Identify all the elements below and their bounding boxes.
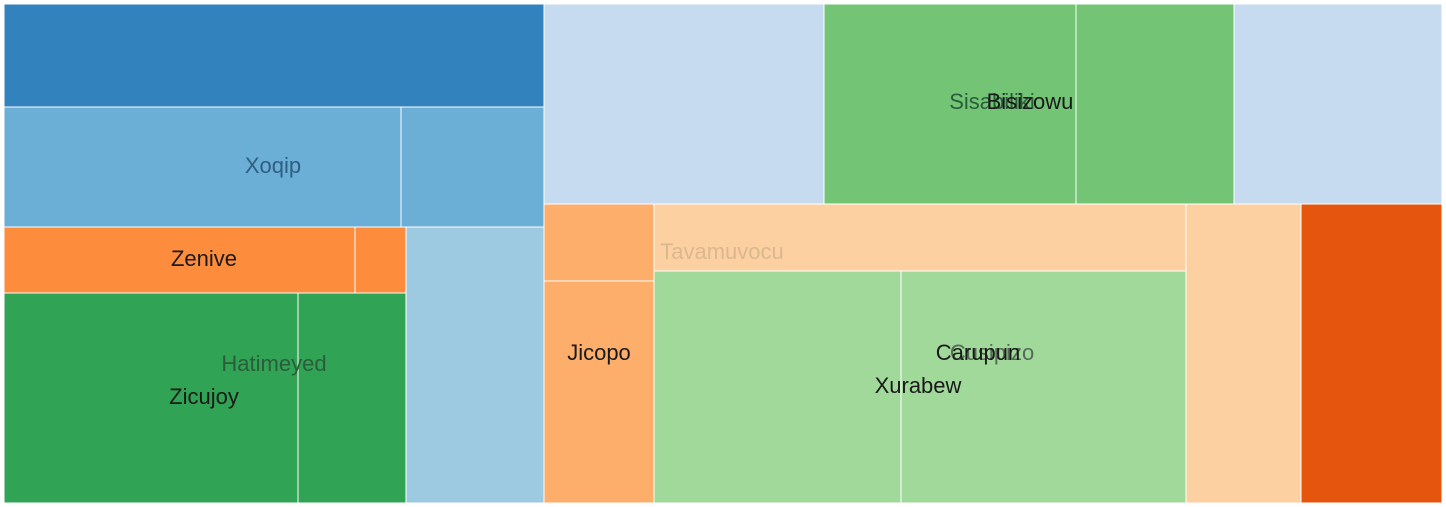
treemap-tile xyxy=(543,3,825,205)
treemap-label: Zicujoy xyxy=(169,384,239,409)
treemap-tile xyxy=(1233,3,1443,205)
treemap-tile xyxy=(1075,3,1235,205)
treemap-tile xyxy=(405,226,545,504)
treemap-tile xyxy=(3,226,356,294)
treemap-label: Hatimeyed xyxy=(221,351,326,376)
treemap-label: Cusipizo xyxy=(950,340,1034,365)
treemap-tile xyxy=(1300,203,1443,504)
treemap-tile xyxy=(297,292,407,504)
treemap-label: Tavamuvocu xyxy=(660,239,784,264)
treemap-tile xyxy=(543,203,655,282)
treemap-tile xyxy=(1185,203,1302,504)
treemap-tile xyxy=(823,3,1077,205)
treemap-labels: Xoqip Zenive Hatimeyed Zicujoy SisabilikiBis… xyxy=(169,89,1073,409)
treemap-tile xyxy=(543,280,655,504)
treemap-tile xyxy=(900,270,1187,504)
treemap-tile xyxy=(653,203,1187,272)
treemap-tiles xyxy=(3,3,1443,504)
treemap-label: Carupun xyxy=(936,340,1020,365)
treemap-tile xyxy=(3,106,402,228)
treemap-label: Xoqip xyxy=(245,153,301,178)
treemap-tile xyxy=(3,292,299,504)
treemap-label: Jicopo xyxy=(567,340,631,365)
treemap-label: Xurabew xyxy=(875,373,962,398)
treemap-tile xyxy=(354,226,407,294)
treemap-tile xyxy=(653,270,902,504)
treemap-label: Sisabiliki xyxy=(949,89,1035,114)
treemap-tile xyxy=(3,3,545,108)
treemap-tile xyxy=(400,106,545,228)
treemap-label: Bisizowu xyxy=(987,89,1074,114)
treemap-label: Zenive xyxy=(171,246,237,271)
